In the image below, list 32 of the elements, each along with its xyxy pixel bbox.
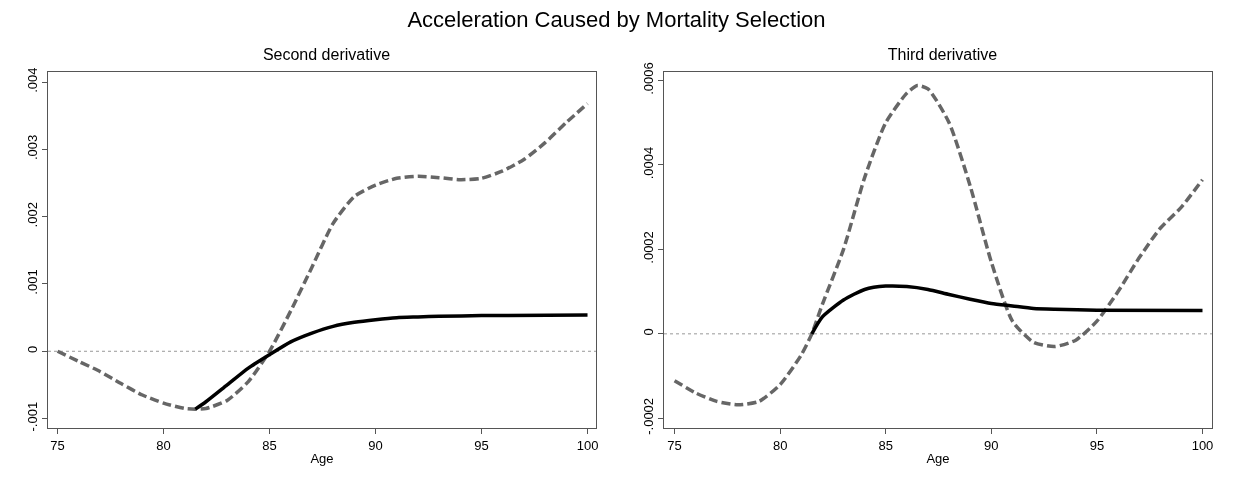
line-series <box>55 101 590 411</box>
x-tick-label: 75 <box>667 437 682 453</box>
x-tick-label: 85 <box>262 437 277 453</box>
y-tick-label: 0 <box>640 328 656 336</box>
y-tick-label: .004 <box>24 67 40 93</box>
x-tick-label: 80 <box>156 437 171 453</box>
x-tick-label: 95 <box>1089 437 1105 453</box>
x-tick-label: 100 <box>576 437 599 453</box>
chart-title: Third derivative <box>887 45 998 63</box>
x-tick-label: 75 <box>50 437 65 453</box>
x-tick-label: 85 <box>878 437 893 453</box>
chart-title: Second derivative <box>262 45 391 63</box>
x-axis-title: Age <box>926 451 950 467</box>
x-tick-label: 100 <box>1191 437 1214 453</box>
y-tick-label: 0 <box>24 345 40 353</box>
y-tick-label: .003 <box>24 134 40 161</box>
line-series <box>810 284 1205 336</box>
line-series <box>672 83 1205 407</box>
x-tick-label: 80 <box>772 437 788 453</box>
line-series <box>193 313 590 411</box>
y-tick-label: .0006 <box>640 62 656 95</box>
y-tick-label: .0004 <box>640 146 656 180</box>
y-tick-label: -.001 <box>24 401 40 432</box>
x-tick-label: 90 <box>984 437 999 453</box>
y-tick-label: .0002 <box>640 231 656 264</box>
text: Acceleration Caused by Mortality Selection <box>406 6 827 34</box>
y-tick-label: .001 <box>24 269 40 295</box>
x-axis-title: Age <box>310 451 334 467</box>
y-tick-label: -.0002 <box>640 397 656 435</box>
y-tick-label: .002 <box>24 202 40 228</box>
x-tick-label: 95 <box>474 437 489 453</box>
x-tick-label: 90 <box>368 437 383 453</box>
